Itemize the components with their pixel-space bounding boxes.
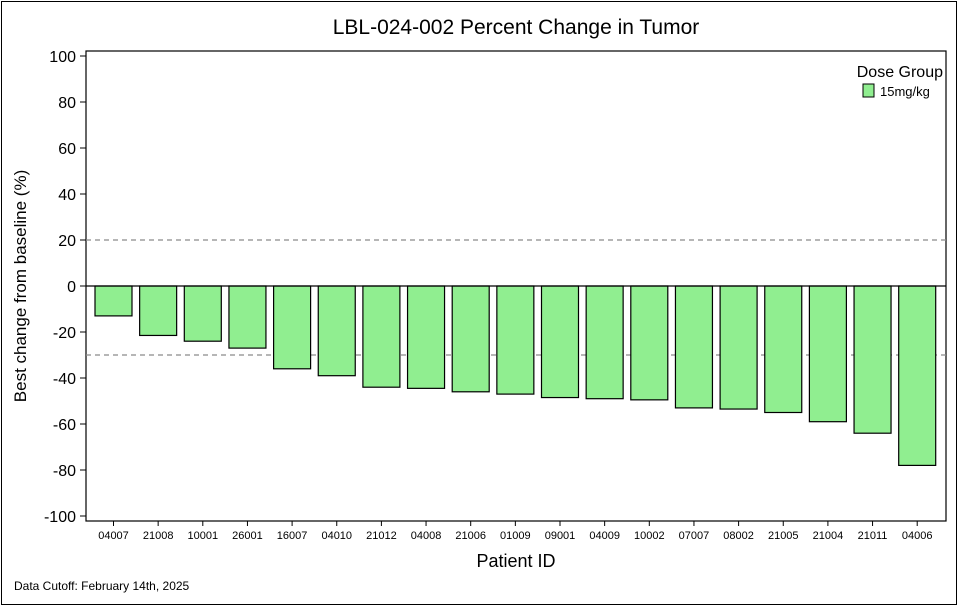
legend-title: Dose Group	[857, 64, 943, 81]
x-tick-label: 16007	[277, 530, 308, 542]
x-tick-label: 04006	[902, 530, 933, 542]
x-tick-label: 04010	[321, 530, 352, 542]
bar-04006	[898, 285, 937, 466]
legend-entry-label: 15mg/kg	[880, 84, 930, 99]
x-tick-label: 04009	[589, 530, 620, 542]
y-axis-label: Best change from baseline (%)	[11, 170, 30, 402]
x-tick-label: 04008	[411, 530, 442, 542]
bar-21005	[764, 285, 803, 414]
x-tick-label: 21008	[143, 530, 174, 542]
bar-10001	[183, 285, 222, 342]
y-axis: 100 80 60 40 20 0 -20 -40 -60 -80 -100	[44, 49, 86, 526]
x-tick-label: 21012	[366, 530, 397, 542]
bar-10002	[630, 285, 669, 401]
bar-01009	[496, 285, 535, 395]
legend: Dose Group 15mg/kg	[857, 64, 943, 99]
x-tick-label: 21005	[768, 530, 799, 542]
y-tick-label: -40	[53, 371, 76, 388]
y-tick-label: -80	[53, 463, 76, 480]
y-tick-label: -60	[53, 417, 76, 434]
x-tick-label: 07007	[679, 530, 710, 542]
bar-21004	[808, 285, 848, 423]
x-tick-label: 21011	[858, 530, 888, 542]
y-tick-label: -20	[53, 325, 76, 342]
bar-08002	[719, 285, 758, 410]
y-tick-label: 0	[67, 279, 76, 296]
x-axis: 04007 21008 10001 26001 16007 04010 21012 04008…	[98, 521, 932, 542]
bar-04008	[406, 285, 446, 389]
bar-21006	[451, 285, 490, 393]
y-tick-label: -100	[44, 509, 76, 526]
bar-04007	[94, 285, 133, 317]
legend-swatch	[862, 83, 875, 98]
bar-21011	[853, 285, 892, 434]
footnote: Data Cutoff: February 14th, 2025	[14, 579, 190, 593]
y-tick-label: 80	[58, 95, 76, 112]
x-tick-label: 09001	[545, 530, 576, 542]
x-tick-label: 01009	[500, 530, 531, 542]
x-tick-label: 04007	[98, 530, 129, 542]
chart-title: LBL-024-002 Percent Change in Tumor	[333, 16, 700, 39]
y-tick-label: 60	[58, 141, 76, 158]
bar-09001	[540, 285, 580, 399]
x-tick-label: 26001	[232, 530, 263, 542]
bars	[94, 285, 937, 466]
x-tick-label: 21004	[813, 530, 844, 542]
y-tick-label: 100	[49, 49, 76, 66]
bar-26001	[228, 285, 267, 349]
bar-07007	[674, 285, 714, 409]
bar-16007	[273, 285, 312, 370]
x-axis-label: Patient ID	[476, 551, 555, 571]
bar-21008	[139, 285, 178, 337]
y-tick-label: 20	[58, 233, 76, 250]
x-tick-label: 10002	[634, 530, 665, 542]
x-tick-label: 10001	[188, 530, 219, 542]
x-tick-label: 08002	[723, 530, 754, 542]
bar-04010	[317, 285, 356, 377]
x-tick-label: 21006	[455, 530, 486, 542]
bar-04009	[585, 285, 624, 400]
bar-21012	[362, 285, 401, 388]
y-tick-label: 40	[58, 187, 76, 204]
